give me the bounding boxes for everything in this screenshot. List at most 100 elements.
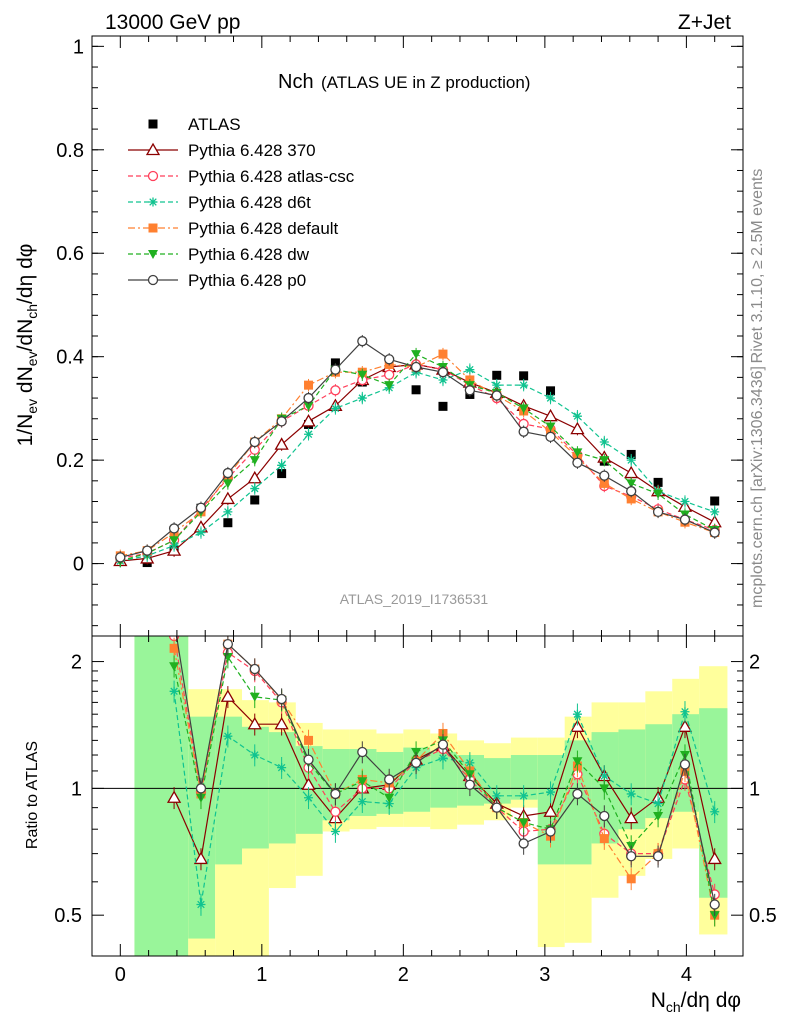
data-point bbox=[277, 763, 287, 773]
data-point bbox=[464, 779, 476, 790]
analysis-id: ATLAS_2019_I1736531 bbox=[340, 591, 489, 607]
data-point bbox=[410, 361, 422, 373]
data-point bbox=[195, 502, 207, 513]
band-inner bbox=[268, 732, 296, 844]
data-point bbox=[624, 810, 639, 824]
ratio-y-tick-label-right: 2 bbox=[749, 652, 760, 674]
data-point bbox=[303, 401, 314, 411]
data-point bbox=[546, 386, 556, 396]
data-point bbox=[652, 506, 664, 518]
data-point bbox=[170, 616, 179, 625]
data-point bbox=[303, 392, 314, 404]
data-point bbox=[196, 900, 206, 910]
data-point bbox=[518, 838, 529, 849]
band-inner bbox=[699, 708, 728, 898]
data-point bbox=[680, 707, 690, 717]
data-point bbox=[518, 426, 529, 437]
legend-label: Pythia 6.428 default bbox=[188, 219, 339, 238]
data-point bbox=[653, 811, 664, 821]
legend-item-atlas: ATLAS bbox=[148, 115, 241, 134]
legend-marker bbox=[147, 274, 159, 286]
data-point bbox=[653, 477, 663, 487]
data-point bbox=[384, 354, 395, 365]
data-point bbox=[220, 491, 235, 505]
data-point bbox=[710, 507, 720, 517]
band-inner bbox=[430, 751, 458, 808]
plot-subtitle: (ATLAS UE in Z production) bbox=[321, 73, 530, 92]
mcplots-label: mcplots.cern.ch [arXiv:1306.3436] bbox=[749, 366, 766, 608]
data-point bbox=[249, 692, 260, 702]
data-point bbox=[543, 804, 558, 817]
data-point bbox=[572, 457, 583, 468]
data-point bbox=[438, 375, 448, 385]
data-point bbox=[222, 479, 233, 489]
data-point bbox=[357, 393, 367, 403]
data-point bbox=[330, 403, 340, 413]
data-point bbox=[599, 478, 609, 488]
data-point bbox=[249, 436, 260, 448]
data-point bbox=[250, 750, 260, 760]
data-point bbox=[277, 460, 287, 470]
legend-item-pythia-6-428-atlas-csc: Pythia 6.428 atlas-csc bbox=[128, 167, 355, 186]
series-pythia-6-428-p0 bbox=[115, 334, 720, 564]
data-point bbox=[142, 545, 153, 556]
legend-label: Pythia 6.428 dw bbox=[188, 245, 310, 264]
data-point bbox=[570, 719, 585, 732]
data-point bbox=[304, 380, 314, 390]
data-point bbox=[249, 663, 260, 675]
data-point bbox=[438, 401, 448, 411]
y-tick-label: 0.4 bbox=[56, 347, 84, 369]
data-point bbox=[710, 807, 720, 817]
main-y-axis-label: 1/Nev dNev/dNch/dη dφ bbox=[14, 244, 40, 447]
data-point bbox=[679, 514, 691, 525]
legend-label: ATLAS bbox=[188, 115, 241, 134]
data-point bbox=[411, 350, 422, 360]
data-point bbox=[274, 716, 289, 730]
data-point bbox=[653, 799, 663, 809]
data-point bbox=[572, 788, 583, 800]
data-point bbox=[168, 523, 180, 534]
data-point bbox=[437, 739, 449, 750]
data-point bbox=[222, 467, 234, 479]
data-point bbox=[626, 486, 637, 497]
legend-label: Pythia 6.428 370 bbox=[188, 141, 316, 160]
data-point bbox=[196, 528, 206, 538]
data-point bbox=[357, 777, 368, 787]
data-point bbox=[169, 686, 179, 696]
energy-label: 13000 GeV pp bbox=[105, 11, 240, 34]
data-point bbox=[599, 456, 610, 466]
data-point bbox=[626, 455, 636, 465]
data-point bbox=[653, 489, 664, 499]
data-point bbox=[570, 421, 585, 435]
x-tick-label: 4 bbox=[681, 964, 692, 986]
data-point bbox=[169, 536, 180, 546]
legend-item-pythia-6-428-p0: Pythia 6.428 p0 bbox=[128, 271, 306, 290]
data-point bbox=[709, 899, 720, 910]
series-line bbox=[173, 691, 716, 905]
data-point bbox=[410, 757, 422, 768]
data-point bbox=[303, 754, 314, 765]
data-point bbox=[438, 753, 448, 763]
data-point bbox=[599, 834, 609, 844]
legend-item-pythia-6-428-d6t: Pythia 6.428 d6t bbox=[128, 193, 311, 212]
data-point bbox=[518, 404, 529, 414]
data-point bbox=[492, 380, 502, 390]
x-tick-label: 1 bbox=[256, 964, 267, 986]
data-point bbox=[223, 731, 233, 741]
legend-marker bbox=[148, 119, 158, 129]
main-panel: 0 0.2 0.4 0.6 0.8 1 bbox=[56, 35, 744, 637]
data-point bbox=[384, 369, 395, 380]
data-point bbox=[247, 716, 262, 730]
legend: ATLAS Pythia 6.428 370 Pythia 6.428 atlas-… bbox=[128, 115, 355, 290]
data-point bbox=[169, 662, 180, 672]
data-point bbox=[519, 791, 529, 801]
data-point bbox=[709, 527, 720, 538]
x-tick-label: 0 bbox=[115, 964, 126, 986]
y-tick-label: 0.8 bbox=[56, 140, 84, 162]
legend-item-pythia-6-428-default: Pythia 6.428 default bbox=[128, 219, 339, 238]
ratio-y-axis-label: Ratio to ATLAS bbox=[24, 741, 41, 849]
y-tick-label: 0.2 bbox=[56, 450, 84, 472]
data-point bbox=[679, 759, 691, 770]
data-point bbox=[223, 518, 233, 528]
data-point bbox=[304, 735, 314, 745]
